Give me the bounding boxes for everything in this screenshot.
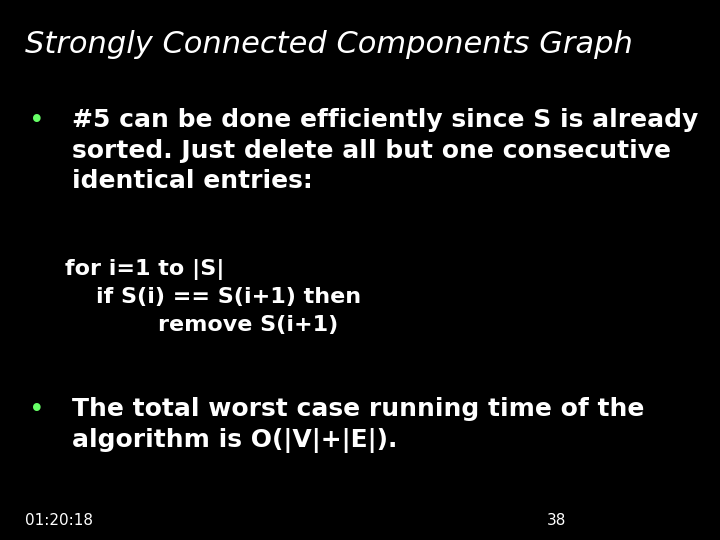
Text: •: • <box>29 397 45 423</box>
Text: The total worst case running time of the
algorithm is O(|V|+|E|).: The total worst case running time of the… <box>72 397 644 453</box>
Text: 38: 38 <box>547 513 567 528</box>
Text: Strongly Connected Components Graph: Strongly Connected Components Graph <box>25 30 633 59</box>
Text: •: • <box>29 108 45 134</box>
Text: 01:20:18: 01:20:18 <box>25 513 93 528</box>
Text: #5 can be done efficiently since S is already
sorted. Just delete all but one co: #5 can be done efficiently since S is al… <box>72 108 698 193</box>
Text: for i=1 to |S|
    if S(i) == S(i+1) then
            remove S(i+1): for i=1 to |S| if S(i) == S(i+1) then re… <box>65 259 361 335</box>
